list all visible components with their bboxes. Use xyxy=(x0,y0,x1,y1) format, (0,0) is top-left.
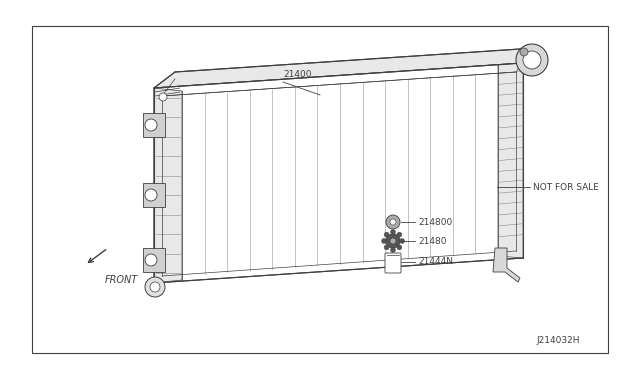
Text: FRONT: FRONT xyxy=(105,275,138,285)
Text: 214800: 214800 xyxy=(418,218,452,227)
Bar xyxy=(143,183,165,207)
Text: 21400: 21400 xyxy=(283,70,312,79)
Polygon shape xyxy=(154,48,535,88)
Circle shape xyxy=(516,44,548,76)
Circle shape xyxy=(159,93,167,101)
Text: 21480: 21480 xyxy=(418,237,447,246)
Bar xyxy=(143,248,165,272)
Bar xyxy=(32,26,608,353)
Text: J214032H: J214032H xyxy=(536,336,580,345)
Polygon shape xyxy=(498,63,523,258)
Text: NOT FOR SALE: NOT FOR SALE xyxy=(533,183,599,192)
Circle shape xyxy=(397,245,402,250)
Text: 21444N: 21444N xyxy=(418,257,453,266)
Circle shape xyxy=(384,232,389,237)
Polygon shape xyxy=(493,248,520,282)
Circle shape xyxy=(386,234,400,248)
Bar xyxy=(143,113,165,137)
Polygon shape xyxy=(154,88,182,283)
Circle shape xyxy=(397,232,402,237)
Circle shape xyxy=(145,277,165,297)
Circle shape xyxy=(145,119,157,131)
Circle shape xyxy=(390,219,396,225)
Circle shape xyxy=(399,238,404,244)
Circle shape xyxy=(381,238,387,244)
Polygon shape xyxy=(154,63,523,283)
FancyBboxPatch shape xyxy=(385,253,401,273)
Circle shape xyxy=(145,254,157,266)
Circle shape xyxy=(390,230,396,234)
Circle shape xyxy=(384,245,389,250)
Circle shape xyxy=(390,247,396,253)
Circle shape xyxy=(523,51,541,69)
Circle shape xyxy=(390,238,396,244)
Circle shape xyxy=(520,48,528,56)
Circle shape xyxy=(150,282,160,292)
Circle shape xyxy=(386,215,400,229)
Circle shape xyxy=(145,189,157,201)
